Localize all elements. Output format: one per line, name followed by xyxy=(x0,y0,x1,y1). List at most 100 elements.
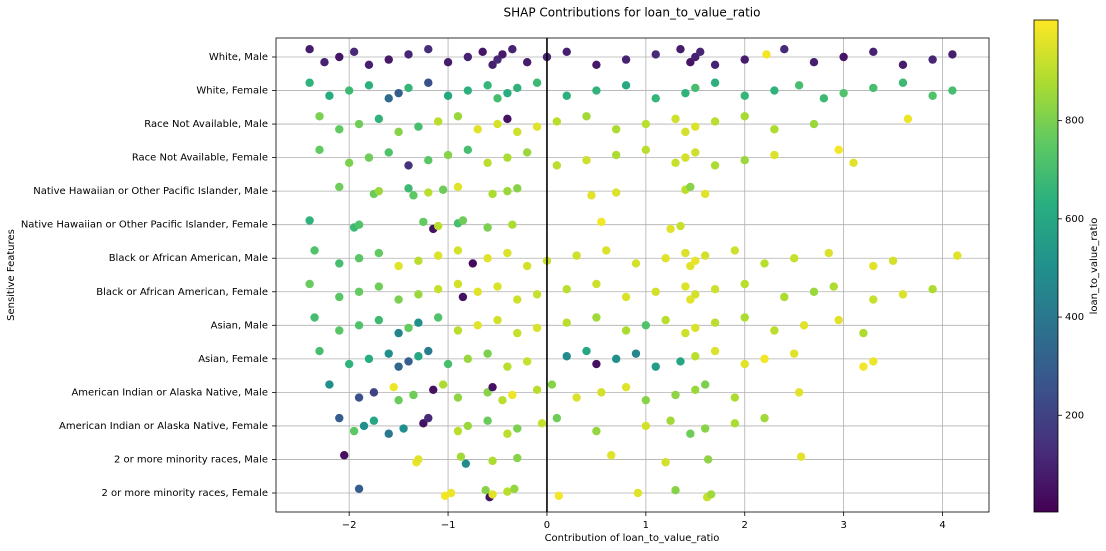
point xyxy=(710,161,720,170)
point xyxy=(374,282,384,291)
colorbar-tick-label: 400 xyxy=(1065,312,1084,323)
point xyxy=(770,326,779,335)
point xyxy=(369,416,379,425)
point xyxy=(468,259,477,268)
point xyxy=(794,81,804,90)
point xyxy=(510,484,519,493)
point xyxy=(611,354,621,364)
point xyxy=(404,161,413,170)
point xyxy=(522,148,532,157)
point xyxy=(789,254,799,263)
point xyxy=(374,114,384,124)
point xyxy=(483,416,492,425)
point xyxy=(869,83,878,93)
point xyxy=(335,125,344,134)
colorbar-tick-label: 800 xyxy=(1065,116,1084,127)
point xyxy=(438,185,448,194)
point xyxy=(493,55,502,64)
point xyxy=(409,390,418,400)
point xyxy=(686,295,695,304)
points xyxy=(305,45,962,502)
point xyxy=(740,313,749,322)
point xyxy=(473,287,482,296)
y-tick-label: Black or African American, Male xyxy=(109,253,268,264)
x-tick-label: 1 xyxy=(643,520,649,531)
point xyxy=(710,78,720,87)
grid xyxy=(276,38,989,512)
point xyxy=(671,114,680,124)
point xyxy=(532,78,542,87)
point xyxy=(354,254,364,263)
point xyxy=(498,395,507,405)
point xyxy=(433,221,443,231)
point xyxy=(859,328,868,338)
point xyxy=(592,279,601,289)
point xyxy=(433,117,443,126)
point xyxy=(344,359,354,369)
point xyxy=(592,426,601,436)
point xyxy=(794,388,804,397)
point xyxy=(681,248,690,258)
point xyxy=(335,259,344,268)
point xyxy=(384,55,393,64)
point xyxy=(582,112,591,121)
point xyxy=(829,282,838,291)
point xyxy=(493,94,502,103)
point xyxy=(621,292,631,302)
point xyxy=(349,47,359,56)
point xyxy=(621,326,631,335)
point xyxy=(384,148,393,157)
point xyxy=(503,88,512,98)
point xyxy=(869,295,878,304)
point xyxy=(359,421,369,431)
point xyxy=(948,86,957,95)
point xyxy=(325,91,334,100)
point xyxy=(394,362,403,371)
point xyxy=(824,248,833,258)
point xyxy=(424,188,433,197)
point xyxy=(453,426,463,436)
point xyxy=(443,58,453,67)
point xyxy=(443,359,453,369)
point xyxy=(948,50,957,59)
point xyxy=(456,452,466,461)
point xyxy=(641,145,651,155)
point xyxy=(834,145,843,155)
point xyxy=(760,413,769,423)
point xyxy=(703,455,713,464)
y-tick-label: 2 or more minority races, Male xyxy=(114,454,268,465)
point xyxy=(446,488,456,498)
point xyxy=(461,459,471,468)
point xyxy=(621,382,631,392)
point xyxy=(384,94,393,103)
y-axis-label: Sensitive Features xyxy=(6,229,17,321)
point xyxy=(582,346,591,356)
point xyxy=(349,426,359,436)
point xyxy=(547,380,557,389)
point xyxy=(898,78,908,87)
point xyxy=(473,125,482,134)
point xyxy=(730,246,740,255)
point xyxy=(320,58,329,67)
point xyxy=(364,60,374,69)
point xyxy=(453,182,463,192)
point xyxy=(488,382,497,392)
point xyxy=(335,52,344,62)
point xyxy=(404,83,413,93)
point xyxy=(433,284,443,294)
point xyxy=(389,382,398,392)
point xyxy=(562,91,571,100)
point xyxy=(710,60,720,69)
point xyxy=(453,112,463,121)
point xyxy=(681,153,690,162)
point xyxy=(730,393,740,402)
point xyxy=(780,45,789,54)
point xyxy=(503,362,512,371)
point xyxy=(513,328,522,338)
point xyxy=(394,328,403,338)
point xyxy=(849,158,858,168)
x-tick-label: 0 xyxy=(544,520,550,531)
x-tick-label: −1 xyxy=(441,520,456,531)
point xyxy=(354,119,364,129)
